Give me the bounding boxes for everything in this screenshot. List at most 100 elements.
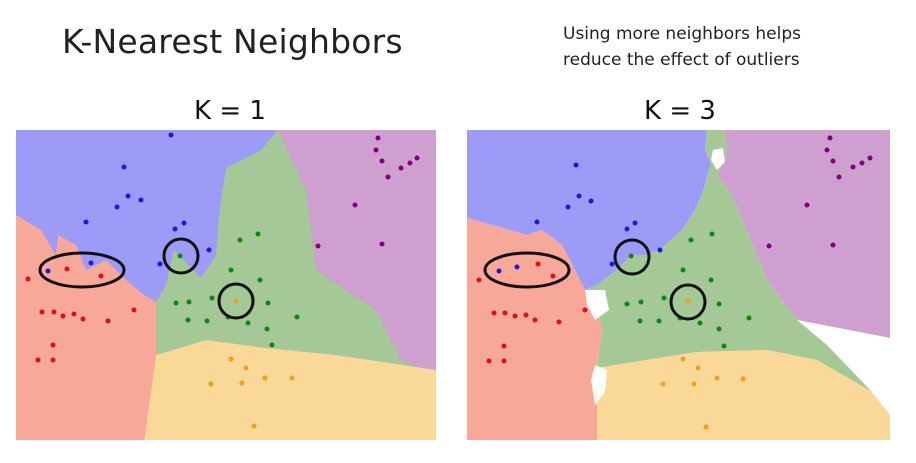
data-point xyxy=(532,317,538,323)
data-point xyxy=(64,266,70,272)
outlier-highlight-ellipse xyxy=(483,251,571,289)
data-point xyxy=(716,301,722,307)
data-point xyxy=(660,381,666,387)
data-point xyxy=(827,135,833,141)
data-point xyxy=(228,267,234,273)
data-point xyxy=(385,174,391,180)
data-point xyxy=(233,298,239,304)
data-point xyxy=(239,380,245,386)
data-point xyxy=(173,300,179,306)
data-point xyxy=(657,247,663,253)
data-point xyxy=(51,309,57,315)
data-point xyxy=(830,158,836,164)
k1-points-purple xyxy=(315,135,420,249)
data-point xyxy=(125,193,131,199)
outlier-highlight-circle-orange xyxy=(669,283,707,321)
data-point xyxy=(50,357,56,363)
data-point xyxy=(265,300,271,306)
data-point xyxy=(255,231,261,237)
data-point xyxy=(637,318,643,324)
data-point xyxy=(691,381,697,387)
data-point xyxy=(534,219,540,225)
data-point xyxy=(740,376,746,382)
outlier-highlight-circle-green xyxy=(162,237,200,275)
data-point xyxy=(245,320,251,326)
k3-decision-map xyxy=(467,130,890,440)
k3-gap-white-4 xyxy=(797,320,890,415)
data-point xyxy=(186,299,192,305)
data-point xyxy=(588,198,594,204)
k1-plot-svg xyxy=(16,130,436,440)
data-point xyxy=(121,164,127,170)
data-point xyxy=(703,424,709,430)
k3-points-red xyxy=(476,261,588,364)
data-point xyxy=(208,381,214,387)
data-point xyxy=(237,237,243,243)
data-point xyxy=(632,220,638,226)
data-point xyxy=(50,342,56,348)
data-point xyxy=(556,319,562,325)
k3-gap-white-2 xyxy=(591,365,607,405)
data-point xyxy=(138,197,144,203)
data-point xyxy=(680,356,686,362)
data-point xyxy=(289,375,295,381)
data-point xyxy=(486,358,492,364)
data-point xyxy=(721,343,727,349)
data-point xyxy=(39,309,45,315)
data-point xyxy=(512,313,518,319)
k1-region-red xyxy=(16,215,156,440)
data-point xyxy=(573,162,579,168)
data-point xyxy=(114,204,120,210)
data-point xyxy=(491,310,497,316)
data-point xyxy=(859,160,865,166)
k1-points-red xyxy=(25,266,137,363)
k1-region-purple xyxy=(278,130,436,375)
data-point xyxy=(688,237,694,243)
data-point xyxy=(209,295,215,301)
data-point xyxy=(502,310,508,316)
data-point xyxy=(716,326,722,332)
data-point xyxy=(181,220,187,226)
data-point xyxy=(836,174,842,180)
data-point xyxy=(501,358,507,364)
outlier-highlight-ellipse xyxy=(38,251,126,289)
outlier-highlight-circle-orange xyxy=(217,282,255,320)
k3-panel-label: K = 3 xyxy=(644,96,716,126)
data-point xyxy=(501,343,507,349)
data-point xyxy=(105,318,111,324)
data-point xyxy=(257,277,263,283)
data-point xyxy=(656,318,662,324)
data-point xyxy=(157,261,163,267)
data-point xyxy=(71,311,77,317)
data-point xyxy=(414,155,420,161)
data-point xyxy=(315,243,321,249)
data-point xyxy=(83,219,89,225)
data-point xyxy=(177,253,183,259)
k3-points-blue xyxy=(496,162,663,274)
data-point xyxy=(697,320,703,326)
k3-gap-white-1 xyxy=(585,290,609,320)
data-point xyxy=(867,155,873,161)
data-point xyxy=(746,315,752,321)
data-point xyxy=(514,264,520,270)
data-point xyxy=(685,298,691,304)
data-point xyxy=(680,267,686,273)
data-point xyxy=(98,273,104,279)
data-point xyxy=(60,313,66,319)
k1-region-orange xyxy=(144,340,436,440)
data-point xyxy=(582,307,588,313)
data-point xyxy=(88,260,94,266)
data-point xyxy=(766,243,772,249)
note-line-2: reduce the effect of outliers xyxy=(563,50,800,70)
data-point xyxy=(294,314,300,320)
data-point xyxy=(375,135,381,141)
data-point xyxy=(550,273,556,279)
k3-region-blue xyxy=(467,130,711,290)
data-point xyxy=(638,299,644,305)
data-point xyxy=(709,231,715,237)
data-point xyxy=(661,295,667,301)
k1-points-orange xyxy=(208,298,295,429)
data-point xyxy=(204,318,210,324)
outlier-highlight-circle-green xyxy=(613,238,651,276)
k3-plot-svg xyxy=(467,130,890,440)
